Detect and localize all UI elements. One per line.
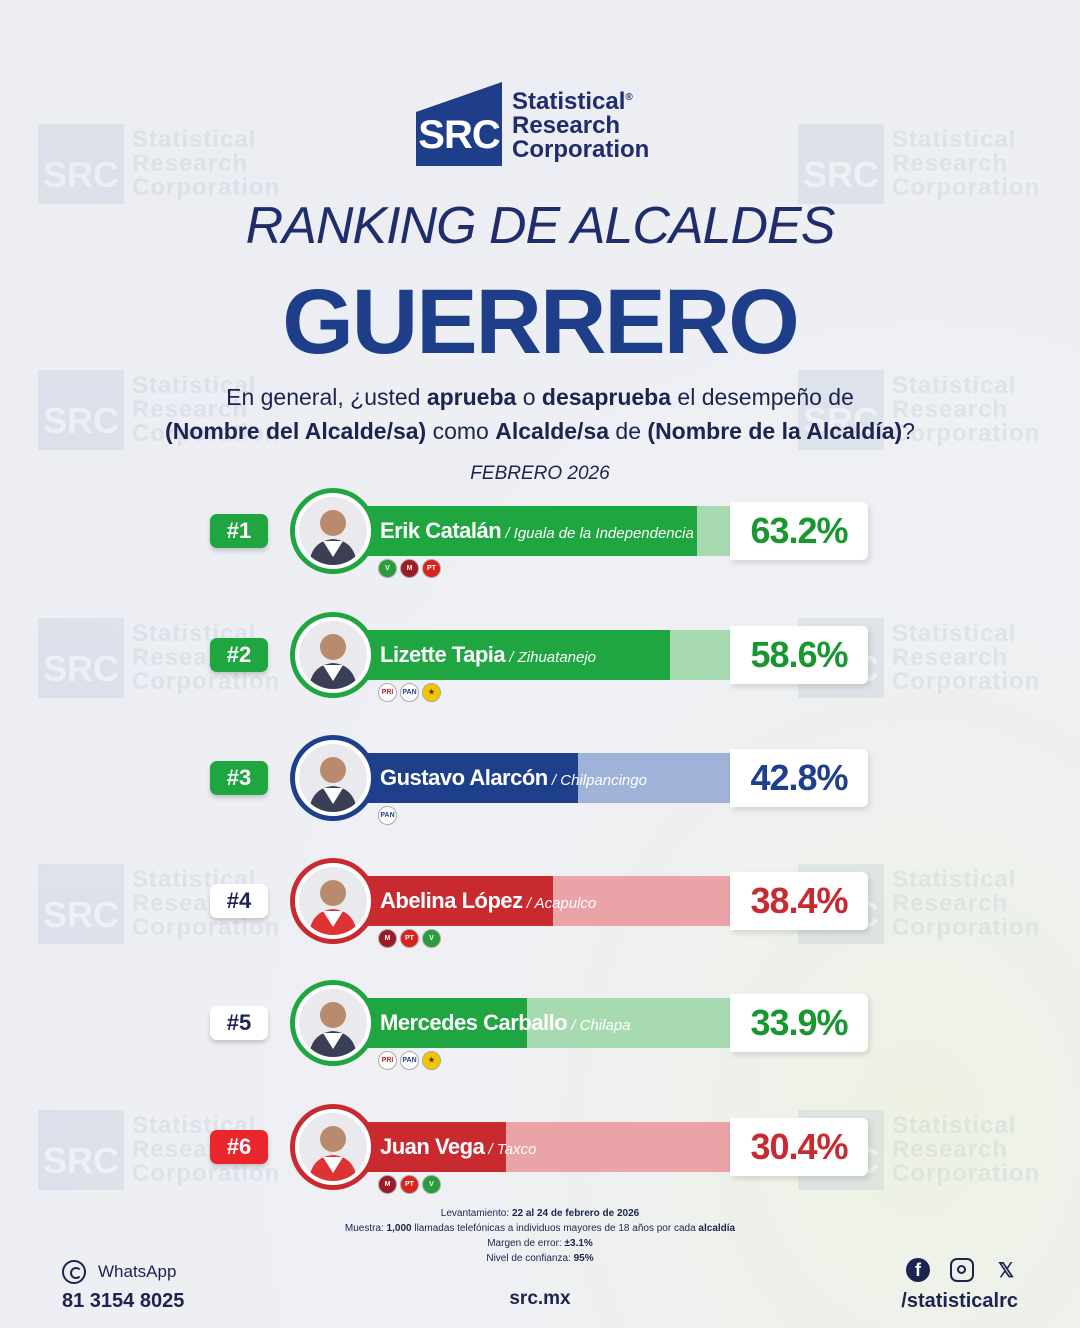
- ranking-row: #1 Erik Catalán / Iguala de la Independen…: [0, 488, 1080, 578]
- page-title: RANKING DE ALCALDES: [245, 197, 836, 255]
- methodology-line: Nivel de confianza: 95%: [486, 1253, 594, 1264]
- party-logos: V M PT: [378, 559, 441, 578]
- pt-party-icon: PT: [400, 929, 419, 948]
- bar-fill: [330, 506, 697, 556]
- mayor-name: Lizette Tapia / Zihuatanejo: [380, 642, 597, 667]
- pan-party-icon: PAN: [400, 1051, 419, 1070]
- verde-party-icon: V: [378, 559, 397, 578]
- survey-period: FEBRERO 2026: [470, 463, 610, 484]
- rank-badge: #2: [210, 638, 268, 672]
- methodology-line: Muestra: 1,000 llamadas telefónicas a in…: [344, 1223, 736, 1234]
- mayor-name: Mercedes Carballo / Chilapa: [380, 1010, 631, 1035]
- pri-party-icon: PRI: [378, 683, 397, 702]
- whatsapp-icon: [62, 1260, 86, 1284]
- verde-party-icon: V: [422, 1175, 441, 1194]
- municipality-name: / Iguala de la Independencia: [501, 525, 694, 542]
- rank-badge: #1: [210, 514, 268, 548]
- brand-logo: SRC Statistical® Research Corporation: [416, 82, 649, 166]
- logo-mark-text: SRC: [418, 113, 500, 157]
- methodology-notes: Levantamiento: 22 al 24 de febrero de 20…: [0, 1206, 1080, 1266]
- pt-party-icon: PT: [422, 559, 441, 578]
- survey-question: En general, ¿usted aprueba o desaprueba …: [165, 384, 915, 444]
- methodology-line: Margen de error: ±3.1%: [487, 1238, 593, 1249]
- party-logos: M PT V: [378, 1175, 441, 1194]
- mayor-name: Erik Catalán / Iguala de la Independenci…: [380, 518, 694, 543]
- whatsapp-contact[interactable]: WhatsApp 81 3154 8025: [62, 1260, 184, 1313]
- src-logo-mark: SRC: [416, 82, 502, 166]
- ranking-row: #3 Gustavo Alarcón / Chilpancingo 42.8% PAN: [0, 735, 1080, 825]
- morena-party-icon: M: [378, 1175, 397, 1194]
- whatsapp-label: WhatsApp: [98, 1262, 177, 1281]
- avatar: [290, 612, 376, 698]
- ranking-row: #5 Mercedes Carballo / Chilapa 33.9% PRI PAN…: [0, 980, 1080, 1070]
- avatar: [290, 980, 376, 1066]
- party-logos: PRI PAN ★: [378, 683, 441, 702]
- avatar: [290, 735, 376, 821]
- instagram-icon[interactable]: [950, 1258, 974, 1282]
- approval-value: 38.4%: [730, 872, 868, 930]
- prd-party-icon: ★: [422, 1051, 441, 1070]
- avatar: [290, 488, 376, 574]
- prd-party-icon: ★: [422, 683, 441, 702]
- avatar: [290, 1104, 376, 1190]
- party-logos: PRI PAN ★: [378, 1051, 441, 1070]
- approval-value: 63.2%: [730, 502, 868, 560]
- mayor-name: Abelina López / Acapulco: [380, 888, 597, 913]
- methodology-line: Levantamiento: 22 al 24 de febrero de 20…: [440, 1208, 640, 1219]
- municipality-name: / Chilpancingo: [547, 772, 647, 789]
- municipality-name: / Acapulco: [522, 895, 597, 912]
- ranking-row: #4 Abelina López / Acapulco 38.4% M PT V: [0, 858, 1080, 948]
- bar-fill: [330, 630, 670, 680]
- x-icon[interactable]: 𝕏: [997, 1259, 1015, 1282]
- rank-badge: #5: [210, 1006, 268, 1040]
- approval-value: 58.6%: [730, 626, 868, 684]
- morena-party-icon: M: [400, 559, 419, 578]
- verde-party-icon: V: [422, 929, 441, 948]
- approval-value: 42.8%: [730, 749, 868, 807]
- whatsapp-number[interactable]: 81 3154 8025: [62, 1290, 185, 1312]
- party-logos: M PT V: [378, 929, 441, 948]
- pan-party-icon: PAN: [378, 806, 397, 825]
- pan-party-icon: PAN: [400, 683, 419, 702]
- social-links: f 𝕏 /statisticalrc: [901, 1258, 1018, 1313]
- brand-name: Statistical® Research Corporation: [512, 88, 650, 163]
- rank-badge: #4: [210, 884, 268, 918]
- municipality-name: / Zihuatanejo: [505, 649, 597, 666]
- pri-party-icon: PRI: [378, 1051, 397, 1070]
- avatar: [290, 858, 376, 944]
- municipality-name: / Taxco: [484, 1141, 537, 1158]
- morena-party-icon: M: [378, 929, 397, 948]
- website-link[interactable]: src.mx: [509, 1288, 571, 1309]
- pt-party-icon: PT: [400, 1175, 419, 1194]
- mayor-name: Juan Vega / Taxco: [380, 1134, 537, 1159]
- approval-value: 33.9%: [730, 994, 868, 1052]
- rank-badge: #6: [210, 1130, 268, 1164]
- rank-badge: #3: [210, 761, 268, 795]
- state-title: GUERRERO: [282, 271, 800, 373]
- mayor-name: Gustavo Alarcón / Chilpancingo: [380, 765, 647, 790]
- ranking-row: #2 Lizette Tapia / Zihuatanejo 58.6% PRI PAN…: [0, 612, 1080, 702]
- approval-value: 30.4%: [730, 1118, 868, 1176]
- party-logos: PAN: [378, 806, 397, 825]
- facebook-icon[interactable]: f: [906, 1258, 930, 1282]
- social-handle[interactable]: /statisticalrc: [901, 1290, 1018, 1312]
- ranking-row: #6 Juan Vega / Taxco 30.4% M PT V: [0, 1104, 1080, 1194]
- municipality-name: / Chilapa: [567, 1017, 631, 1034]
